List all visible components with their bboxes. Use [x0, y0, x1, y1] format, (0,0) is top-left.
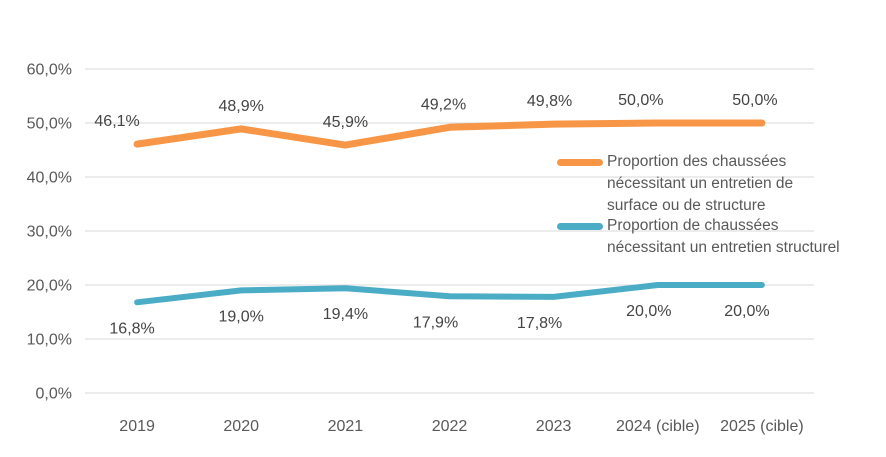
legend-label-line: surface ou de structure [607, 197, 766, 214]
data-label: 17,8% [517, 315, 562, 332]
data-label: 19,4% [323, 306, 368, 323]
data-label: 19,0% [219, 308, 264, 325]
legend-swatch-teal [557, 223, 603, 230]
data-label: 49,2% [421, 96, 466, 113]
legend-label: Proportion de chaussées nécessitant un e… [607, 215, 840, 259]
y-tick-label: 0,0% [36, 386, 72, 403]
legend-item-entretien-surface-structure: Proportion des chaussées nécessitant un … [557, 151, 862, 217]
legend-item-entretien-structurel: Proportion de chaussées nécessitant un e… [557, 215, 862, 259]
x-tick-label: 2024 (cible) [616, 418, 700, 435]
data-label: 48,9% [219, 98, 264, 115]
data-label: 50,0% [618, 92, 663, 109]
series-line-0 [133, 119, 766, 149]
legend-label-line: nécessitant un entretien de [607, 175, 794, 192]
data-label: 50,0% [732, 92, 777, 109]
data-label: 45,9% [323, 114, 368, 131]
x-tick-label: 2020 [223, 418, 259, 435]
legend-label: Proportion des chaussées nécessitant un … [607, 151, 793, 217]
chart-legend: Proportion des chaussées nécessitant un … [557, 151, 862, 259]
x-tick-label: 2022 [432, 418, 468, 435]
y-tick-label: 10,0% [27, 332, 72, 349]
y-tick-label: 20,0% [27, 278, 72, 295]
series-line-1 [134, 282, 765, 306]
y-tick-label: 50,0% [27, 116, 72, 133]
x-tick-label: 2025 (cible) [720, 418, 804, 435]
legend-label-line: Proportion des chaussées [607, 153, 787, 170]
y-tick-label: 40,0% [27, 170, 72, 187]
x-tick-label: 2019 [119, 418, 155, 435]
data-label: 17,9% [413, 314, 458, 331]
data-label: 46,1% [94, 113, 139, 130]
x-tick-label: 2023 [536, 418, 572, 435]
data-label: 49,8% [527, 93, 572, 110]
x-tick-label: 2021 [328, 418, 364, 435]
legend-label-line: Proportion de chaussées [607, 217, 779, 234]
y-tick-label: 30,0% [27, 224, 72, 241]
y-tick-label: 60,0% [27, 62, 72, 79]
legend-swatch-orange [557, 159, 603, 166]
data-label: 16,8% [109, 320, 154, 337]
data-label: 20,0% [724, 303, 769, 320]
data-label: 20,0% [626, 303, 671, 320]
legend-label-line: nécessitant un entretien structurel [607, 239, 840, 256]
